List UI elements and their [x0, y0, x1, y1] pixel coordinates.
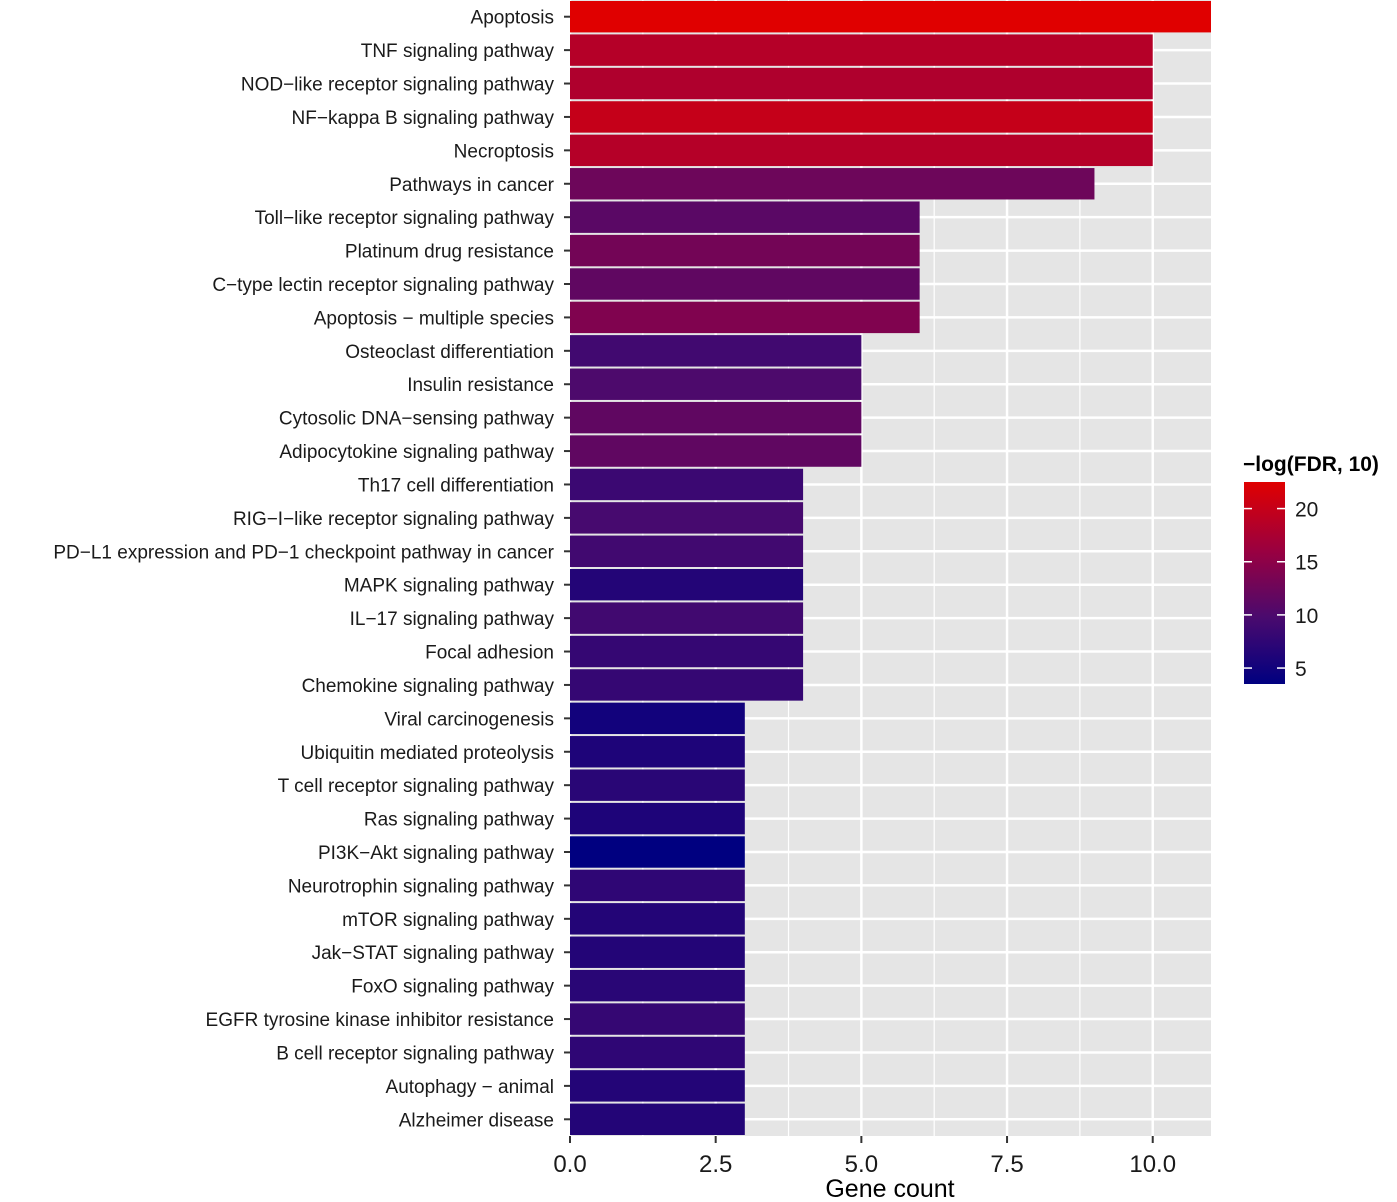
color-legend: −log(FDR, 10) 5 10 15 20 [1243, 453, 1379, 684]
bar [570, 736, 745, 768]
y-tick-label: Apoptosis − multiple species [314, 308, 554, 329]
y-tick-label: Alzheimer disease [399, 1110, 554, 1131]
bar [570, 335, 862, 367]
y-tick-label: Platinum drug resistance [345, 242, 554, 263]
y-tick-label: mTOR signaling pathway [342, 910, 554, 931]
y-tick-label: Insulin resistance [407, 375, 554, 396]
legend-tick-label: 15 [1295, 552, 1318, 575]
bar [570, 201, 920, 233]
x-tick-label: 0.0 [553, 1151, 586, 1178]
bar [570, 234, 920, 267]
legend-tick-label: 5 [1295, 658, 1307, 681]
bar [570, 1103, 745, 1135]
y-tick-label: RIG−I−like receptor signaling pathway [233, 509, 555, 530]
legend-title: −log(FDR, 10) [1243, 453, 1379, 476]
y-tick-label: T cell receptor signaling pathway [278, 776, 555, 797]
x-tick-label: 7.5 [990, 1151, 1023, 1178]
y-tick-label: PI3K−Akt signaling pathway [318, 843, 555, 864]
y-tick-label: MAPK signaling pathway [344, 576, 555, 597]
bar [570, 1070, 745, 1102]
x-axis: 0.0 2.5 5.0 7.5 10.0 [553, 1136, 1176, 1178]
bar [570, 1, 1211, 33]
legend-ticks: 5 10 15 20 [1244, 499, 1318, 681]
y-tick-label: Cytosolic DNA−sensing pathway [279, 409, 555, 430]
bar [570, 702, 745, 735]
bar [570, 903, 745, 935]
bar [570, 936, 745, 968]
bar [570, 1003, 745, 1035]
x-tick-label: 5.0 [845, 1151, 878, 1178]
y-tick-label: Neurotrophin signaling pathway [288, 876, 555, 897]
y-tick-label: Th17 cell differentiation [358, 475, 554, 496]
y-tick-label: Osteoclast differentiation [345, 342, 554, 363]
bar [570, 368, 862, 400]
bar [570, 134, 1153, 167]
y-tick-label: EGFR tyrosine kinase inhibitor resistanc… [206, 1010, 554, 1031]
bar [570, 401, 862, 434]
bar [570, 602, 804, 634]
bar [570, 669, 804, 701]
bar [570, 802, 745, 835]
bar [570, 468, 804, 501]
bars [570, 1, 1211, 1135]
y-tick-label: Autophagy − animal [386, 1077, 554, 1098]
y-tick-label: IL−17 signaling pathway [350, 609, 555, 630]
y-tick-label: TNF signaling pathway [361, 41, 555, 62]
bar [570, 1036, 745, 1069]
bar [570, 869, 745, 902]
y-tick-label: C−type lectin receptor signaling pathway [212, 275, 554, 296]
x-axis-title: Gene count [825, 1175, 954, 1202]
bar [570, 635, 804, 668]
y-axis-labels: Apoptosis TNF signaling pathway NOD−like r… [53, 8, 570, 1131]
y-tick-label: NOD−like receptor signaling pathway [241, 75, 555, 96]
legend-tick-label: 20 [1295, 499, 1318, 522]
y-tick-label: B cell receptor signaling pathway [276, 1043, 554, 1064]
y-tick-label: NF−kappa B signaling pathway [292, 108, 555, 129]
bar [570, 535, 804, 567]
bar [570, 569, 804, 601]
legend-colorbar [1244, 482, 1285, 684]
y-tick-label: Ubiquitin mediated proteolysis [301, 743, 554, 764]
bar [570, 502, 804, 534]
y-tick-label: Necroptosis [454, 141, 554, 162]
y-tick-label: Chemokine signaling pathway [302, 676, 555, 697]
x-tick-label: 10.0 [1129, 1151, 1176, 1178]
y-tick-label: Jak−STAT signaling pathway [312, 943, 555, 964]
bar [570, 301, 920, 334]
y-tick-label: Pathways in cancer [389, 175, 554, 196]
legend-tick-label: 10 [1295, 605, 1318, 628]
y-tick-label: Ras signaling pathway [364, 810, 555, 831]
y-tick-label: Focal adhesion [425, 643, 554, 664]
bar [570, 435, 862, 467]
y-tick-label: PD−L1 expression and PD−1 checkpoint pat… [53, 542, 554, 563]
bar [570, 268, 920, 300]
bar [570, 168, 1095, 200]
y-tick-label: Toll−like receptor signaling pathway [255, 208, 555, 229]
bar [570, 101, 1153, 133]
y-tick-label: Adipocytokine signaling pathway [279, 442, 554, 463]
y-tick-label: FoxO signaling pathway [351, 977, 554, 998]
bar [570, 34, 1153, 66]
y-tick-label: Apoptosis [471, 8, 554, 29]
bar [570, 67, 1153, 100]
bar [570, 969, 745, 1002]
bar [570, 836, 745, 868]
x-tick-label: 2.5 [699, 1151, 732, 1178]
y-tick-label: Viral carcinogenesis [384, 709, 554, 730]
bar [570, 769, 745, 801]
